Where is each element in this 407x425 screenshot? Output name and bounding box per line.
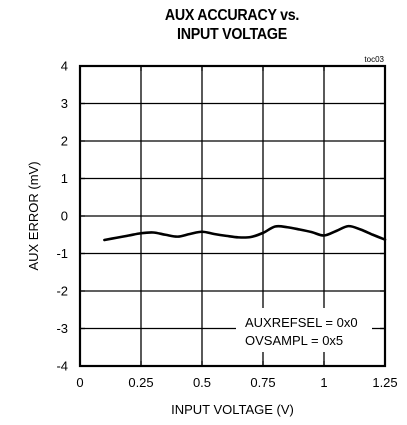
chart-title-line-2: INPUT VOLTAGE: [177, 26, 287, 43]
y-tick-label: 0: [61, 209, 68, 224]
y-tick-label: 2: [61, 134, 68, 149]
y-axis-label: AUX ERROR (mV): [26, 161, 41, 270]
annotation-auxrefsel: AUXREFSEL = 0x0: [245, 315, 358, 330]
x-tick-label: 0.75: [250, 375, 275, 390]
x-tick-label: 1.25: [372, 375, 397, 390]
y-tick-label: -1: [56, 246, 68, 261]
chart-title-line-1: AUX ACCURACY vs.: [164, 7, 300, 24]
annotation-ovsampl: OVSAMPL = 0x5: [245, 333, 343, 348]
y-tick-label: -4: [56, 359, 68, 374]
y-tick-label: 3: [61, 96, 68, 111]
series-line-0: [103, 224, 387, 242]
figure-tag: toc03: [364, 55, 384, 64]
y-tick-labels: 4 3 2 1 0 -1 -2 -3 -4: [56, 59, 68, 374]
x-tick-label: 0: [76, 375, 83, 390]
grid-lines: [80, 66, 385, 366]
y-tick-label: -3: [56, 321, 68, 336]
x-axis-label: INPUT VOLTAGE (V): [171, 402, 294, 417]
x-tick-label: 0.5: [193, 375, 211, 390]
y-tick-label: 4: [61, 59, 68, 74]
tick-marks: [79, 65, 386, 367]
series-layer: [103, 224, 387, 242]
annotation-box: [236, 308, 372, 352]
x-tick-label: 0.25: [128, 375, 153, 390]
y-tick-label: -2: [56, 284, 68, 299]
y-tick-label: 1: [61, 171, 68, 186]
x-tick-labels: 0 0.25 0.5 0.75 1 1.25: [76, 375, 397, 390]
x-tick-label: 1: [320, 375, 327, 390]
